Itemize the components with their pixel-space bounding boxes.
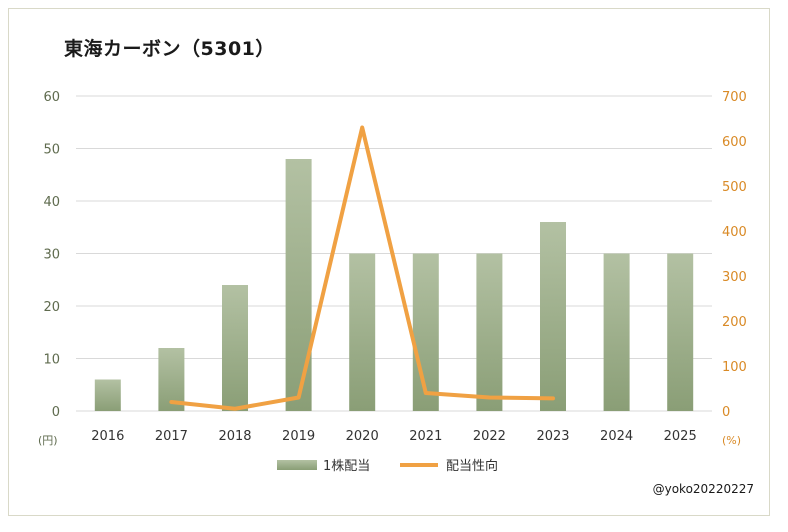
line-point	[425, 392, 427, 394]
bar	[349, 253, 376, 411]
right-tick-label: 100	[722, 360, 747, 375]
chart-title: 東海カーボン（5301）	[64, 38, 275, 60]
credit-text: @yoko20220227	[652, 482, 754, 496]
legend: 1株配当 配当性向	[277, 458, 498, 474]
x-axis-ticks: 2016 2017 2018 2019 2020 2021 2022 2023 2024 2025	[91, 429, 696, 444]
x-tick-label: 2017	[155, 429, 188, 444]
right-tick-label: 700	[722, 90, 747, 105]
x-tick-label: 2025	[664, 429, 697, 444]
right-tick-label: 0	[722, 405, 730, 420]
left-tick-label: 30	[43, 248, 60, 263]
legend-swatch-bar	[277, 460, 317, 470]
left-tick-label: 60	[43, 90, 60, 105]
left-tick-label: 50	[43, 143, 60, 158]
line-point	[170, 401, 172, 403]
line-series	[169, 125, 555, 411]
bar	[285, 159, 312, 411]
left-tick-label: 20	[43, 300, 60, 315]
left-tick-label: 10	[43, 353, 60, 368]
chart-frame	[8, 8, 770, 516]
right-axis-ticks: 0 100 200 300 400 500 600 700	[722, 90, 747, 420]
line-point	[552, 397, 554, 399]
bar	[667, 253, 694, 411]
x-tick-label: 2024	[600, 429, 633, 444]
legend-label-bar: 1株配当	[323, 459, 370, 474]
x-tick-label: 2019	[282, 429, 315, 444]
bar	[540, 222, 566, 411]
left-axis-unit: (円)	[38, 434, 58, 447]
left-tick-label: 40	[43, 195, 60, 210]
left-axis-ticks: 0 10 20 30 40 50 60	[43, 90, 60, 420]
x-tick-label: 2021	[409, 429, 442, 444]
bar	[94, 379, 121, 411]
right-tick-label: 500	[722, 180, 747, 195]
bar	[476, 253, 503, 411]
line-point	[361, 127, 363, 128]
right-tick-label: 600	[722, 135, 747, 150]
x-tick-label: 2022	[473, 429, 506, 444]
bar-series	[94, 159, 694, 411]
x-tick-label: 2020	[346, 429, 379, 444]
line-point	[298, 397, 300, 398]
left-tick-label: 0	[52, 405, 60, 420]
line-point	[234, 408, 236, 410]
right-tick-label: 300	[722, 270, 747, 285]
right-axis-unit: (%)	[722, 434, 741, 447]
right-tick-label: 400	[722, 225, 747, 240]
bar	[603, 253, 630, 411]
x-tick-label: 2016	[91, 429, 124, 444]
right-tick-label: 200	[722, 315, 747, 330]
x-tick-label: 2023	[536, 429, 569, 444]
bar	[222, 285, 248, 411]
legend-label-line: 配当性向	[446, 458, 498, 474]
x-tick-label: 2018	[218, 429, 251, 444]
line-point	[488, 397, 490, 398]
